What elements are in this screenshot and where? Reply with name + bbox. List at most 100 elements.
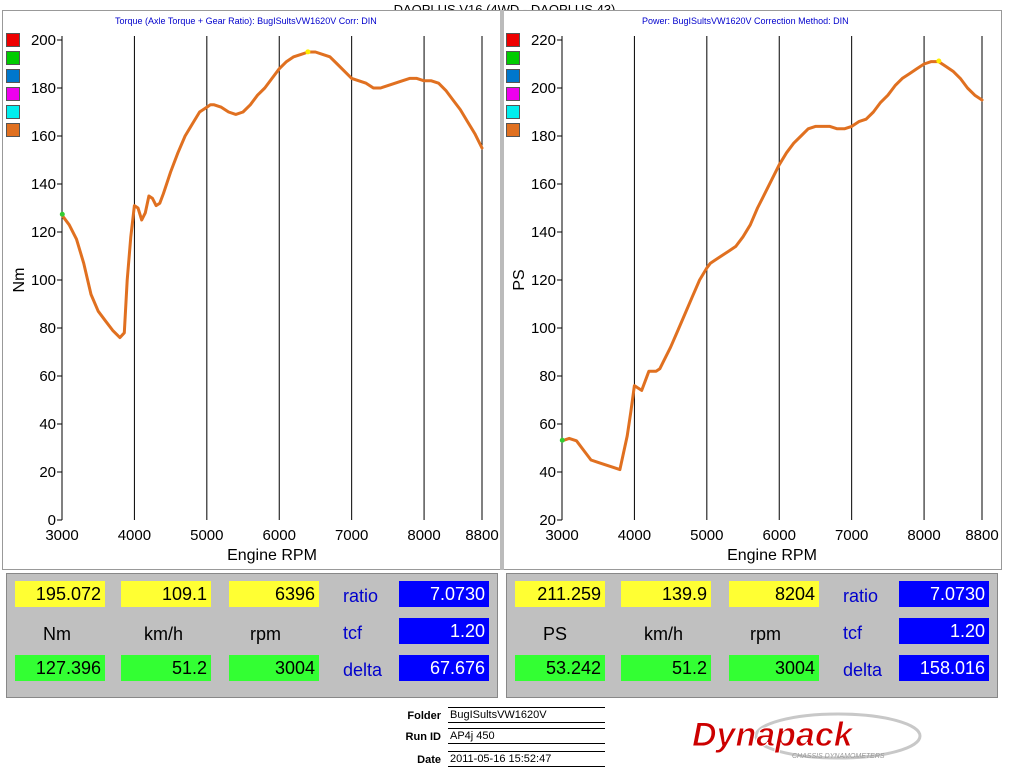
torque-ratio-value: 7.0730 bbox=[399, 581, 489, 607]
power-xtick-label: 5000 bbox=[690, 527, 723, 544]
power-xtick-label: 7000 bbox=[835, 527, 868, 544]
power-readout: 211.259 139.9 8204 PS km/h rpm 53.242 51… bbox=[506, 573, 998, 698]
torque-xtick-label: 6000 bbox=[263, 527, 296, 544]
power-ytick-label: 100 bbox=[531, 320, 556, 337]
torque-xlabel: Engine RPM bbox=[227, 547, 317, 564]
torque-ytick-label: 120 bbox=[31, 224, 56, 241]
power-xtick-label: 4000 bbox=[618, 527, 651, 544]
runid-value: AP4j 450 bbox=[448, 728, 605, 744]
torque-ytick-label: 20 bbox=[39, 464, 56, 481]
runid-label: Run ID bbox=[405, 731, 441, 743]
color-swatch-3[interactable] bbox=[506, 87, 520, 101]
color-swatch-2[interactable] bbox=[6, 69, 20, 83]
torque-readout: 195.072 109.1 6396 Nm km/h rpm 127.396 5… bbox=[6, 573, 498, 698]
torque-low-rpm: 3004 bbox=[229, 655, 319, 681]
color-swatch-4[interactable] bbox=[6, 105, 20, 119]
torque-ytick-label: 160 bbox=[31, 128, 56, 145]
power-ytick-label: 60 bbox=[539, 416, 556, 433]
color-swatch-0[interactable] bbox=[6, 33, 20, 47]
torque-peak-rpm: 6396 bbox=[229, 581, 319, 607]
date-label: Date bbox=[417, 754, 441, 766]
color-swatch-5[interactable] bbox=[506, 123, 520, 137]
power-ytick-label: 140 bbox=[531, 224, 556, 241]
torque-ytick-label: 40 bbox=[39, 416, 56, 433]
torque-unit-label: Nm bbox=[43, 624, 71, 644]
charts-svg: 3000 4000 5000 6000 7000 8000 8800 0 20 40 60 80 100… bbox=[11, 32, 999, 564]
color-swatch-1[interactable] bbox=[6, 51, 20, 65]
torque-xtick-label: 8800 bbox=[465, 527, 498, 544]
torque-xtick-label: 7000 bbox=[335, 527, 368, 544]
torque-ytick-label: 140 bbox=[31, 176, 56, 193]
power-tcf-label: tcf bbox=[843, 623, 863, 643]
color-swatch-1[interactable] bbox=[506, 51, 520, 65]
power-swatches bbox=[506, 33, 520, 141]
power-peak-value: 211.259 bbox=[515, 581, 605, 607]
power-ytick-label: 220 bbox=[531, 32, 556, 49]
torque-ytick-label: 180 bbox=[31, 80, 56, 97]
dynapack-logo: Dynapack CHASSIS DYNAMOMETERS bbox=[692, 712, 922, 760]
power-low-value: 53.242 bbox=[515, 655, 605, 681]
power-tcf-value: 1.20 bbox=[899, 618, 989, 644]
torque-peak-value: 195.072 bbox=[15, 581, 105, 607]
power-ytick-label: 40 bbox=[539, 464, 556, 481]
torque-delta-value: 67.676 bbox=[399, 655, 489, 681]
power-rpm-unit: rpm bbox=[750, 624, 781, 644]
torque-speed-unit: km/h bbox=[144, 624, 184, 644]
torque-ytick-label: 0 bbox=[48, 512, 56, 529]
power-delta-value: 158.016 bbox=[899, 655, 989, 681]
power-speed-unit: km/h bbox=[644, 624, 684, 644]
logo-brand: Dynapack bbox=[692, 716, 855, 754]
torque-xtick-label: 3000 bbox=[45, 527, 78, 544]
power-xtick-label: 3000 bbox=[545, 527, 578, 544]
power-ytick-label: 160 bbox=[531, 176, 556, 193]
torque-xtick-label: 8000 bbox=[407, 527, 440, 544]
torque-tcf-value: 1.20 bbox=[399, 618, 489, 644]
folder-label: Folder bbox=[407, 710, 441, 722]
power-ylabel: PS bbox=[511, 269, 528, 290]
power-ytick-label: 200 bbox=[531, 80, 556, 97]
power-ratio-label: ratio bbox=[843, 586, 879, 606]
color-swatch-0[interactable] bbox=[506, 33, 520, 47]
torque-ytick-label: 80 bbox=[39, 320, 56, 337]
torque-ytick-label: 60 bbox=[39, 368, 56, 385]
torque-ytick-label: 200 bbox=[31, 32, 56, 49]
power-series-line bbox=[560, 60, 984, 472]
torque-peak-speed: 109.1 bbox=[121, 581, 211, 607]
color-swatch-2[interactable] bbox=[506, 69, 520, 83]
color-swatch-4[interactable] bbox=[506, 105, 520, 119]
torque-series-line bbox=[60, 50, 484, 340]
power-xtick-label: 8000 bbox=[907, 527, 940, 544]
torque-xtick-label: 5000 bbox=[190, 527, 223, 544]
color-swatch-3[interactable] bbox=[6, 87, 20, 101]
date-value: 2011-05-16 15:52:47 bbox=[448, 751, 605, 767]
torque-ratio-label: ratio bbox=[343, 586, 379, 606]
power-peak-speed: 139.9 bbox=[621, 581, 711, 607]
power-xlabel: Engine RPM bbox=[727, 547, 817, 564]
torque-marker-point bbox=[305, 49, 311, 55]
power-xtick-label: 6000 bbox=[763, 527, 796, 544]
torque-delta-label: delta bbox=[343, 660, 383, 680]
color-swatch-5[interactable] bbox=[6, 123, 20, 137]
power-low-speed: 51.2 bbox=[621, 655, 711, 681]
power-ytick-label: 180 bbox=[531, 128, 556, 145]
power-marker-point bbox=[559, 437, 565, 443]
power-xtick-label: 8800 bbox=[965, 527, 998, 544]
power-low-rpm: 3004 bbox=[729, 655, 819, 681]
torque-swatches bbox=[6, 33, 20, 141]
torque-subtitle: Torque (Axle Torque + Gear Ratio): BugIS… bbox=[115, 16, 377, 26]
torque-tcf-label: tcf bbox=[343, 623, 363, 643]
panel-divider bbox=[500, 10, 504, 570]
power-unit-label: PS bbox=[543, 624, 568, 644]
power-subtitle: Power: BugISultsVW1620V Correction Metho… bbox=[642, 16, 849, 26]
torque-ylabel: Nm bbox=[11, 268, 28, 293]
torque-low-value: 127.396 bbox=[15, 655, 105, 681]
power-peak-rpm: 8204 bbox=[729, 581, 819, 607]
power-ytick-label: 80 bbox=[539, 368, 556, 385]
folder-value: BugISultsVW1620V bbox=[448, 707, 605, 723]
power-ytick-label: 20 bbox=[539, 512, 556, 529]
power-delta-label: delta bbox=[843, 660, 883, 680]
torque-marker-point bbox=[59, 211, 65, 217]
power-ytick-label: 120 bbox=[531, 272, 556, 289]
torque-rpm-unit: rpm bbox=[250, 624, 281, 644]
torque-low-speed: 51.2 bbox=[121, 655, 211, 681]
